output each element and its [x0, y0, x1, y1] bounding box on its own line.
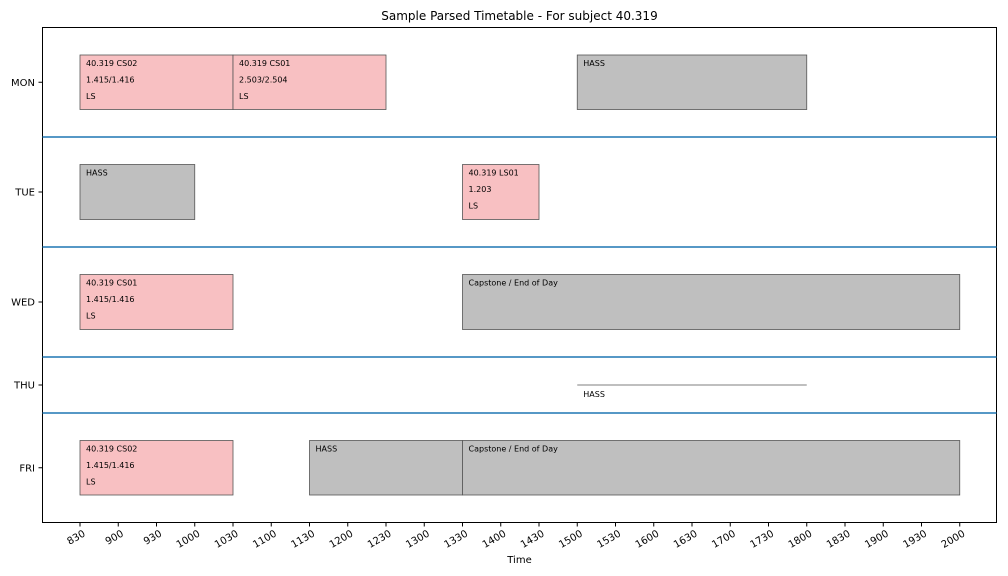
- event-mon-1500: HASS: [576, 54, 808, 110]
- x-tick-label: 1800: [787, 529, 815, 551]
- x-tick-label: 1700: [710, 529, 738, 551]
- event-text: 40.319 CS02: [86, 445, 137, 454]
- event-block: [232, 54, 387, 110]
- event-block: [576, 54, 808, 110]
- x-tick-label: 1400: [481, 529, 509, 551]
- event-text: 1.415/1.416: [86, 295, 135, 304]
- x-tick-label: 1930: [901, 529, 929, 551]
- event-fri-1130: HASS: [309, 440, 463, 496]
- event-text: 40.319 CS01: [86, 279, 137, 288]
- plot-frame: [42, 27, 997, 523]
- event-wed-1330: Capstone / End of Day: [462, 274, 961, 330]
- event-mon-1030: 40.319 CS01 2.503/2.504 LS: [232, 54, 387, 110]
- event-block: [462, 164, 540, 220]
- event-wed-0830: 40.319 CS01 1.415/1.416 LS: [79, 274, 234, 330]
- chart-title: Sample Parsed Timetable - For subject 40…: [381, 9, 657, 23]
- day-separators: [42, 136, 997, 414]
- x-tick-label: 1330: [442, 529, 470, 551]
- event-text: 1.203: [469, 185, 492, 194]
- event-thu-1500: HASS: [577, 384, 807, 399]
- event-text: LS: [239, 92, 249, 101]
- x-tick-label: 1530: [595, 529, 623, 551]
- x-axis-label: Time: [506, 555, 531, 566]
- day-label-wed: WED: [11, 298, 35, 309]
- event-text: HASS: [86, 169, 108, 178]
- event-text: 2.503/2.504: [239, 76, 288, 85]
- event-text: LS: [86, 312, 96, 321]
- x-tick-label: 1030: [213, 529, 241, 551]
- event-mon-0830: 40.319 CS02 1.415/1.416 LS: [79, 54, 234, 110]
- event-block: [79, 440, 234, 496]
- event-text: 40.319 CS02: [86, 59, 137, 68]
- event-blocks: 40.319 CS02 1.415/1.416 LS 40.319 CS01 2.503…: [79, 54, 961, 496]
- x-tick-label: 1300: [404, 529, 432, 551]
- x-tick-label: 2000: [940, 529, 968, 551]
- event-text: 1.415/1.416: [86, 76, 135, 85]
- event-block: [309, 440, 463, 496]
- day-label-mon: MON: [11, 78, 35, 89]
- event-block: [79, 164, 196, 220]
- event-block: [462, 440, 961, 496]
- x-tick-label: 830: [65, 529, 87, 548]
- event-tue-0830: HASS: [79, 164, 196, 220]
- event-text: HASS: [583, 59, 605, 68]
- event-text: Capstone / End of Day: [469, 279, 559, 288]
- event-text: Capstone / End of Day: [469, 445, 559, 454]
- x-tick-label: 1630: [672, 529, 700, 551]
- event-text: LS: [86, 478, 96, 487]
- x-tick-label: 1200: [328, 529, 356, 551]
- x-tick-label: 1900: [863, 529, 891, 551]
- x-tick-label: 1830: [825, 529, 853, 551]
- x-tick-label: 1100: [251, 529, 279, 551]
- x-tick-label: 930: [142, 529, 164, 548]
- day-label-thu: THU: [13, 381, 35, 392]
- x-tick-label: 1730: [748, 529, 776, 551]
- x-tick-label: 900: [104, 529, 126, 548]
- event-text: 40.319 CS01: [239, 59, 290, 68]
- x-tick-label: 1500: [557, 529, 585, 551]
- x-tick-label: 1130: [289, 529, 317, 551]
- event-text: HASS: [583, 390, 605, 399]
- x-tick-label: 1430: [519, 529, 547, 551]
- event-fri-0830: 40.319 CS02 1.415/1.416 LS: [79, 440, 234, 496]
- x-tick-label: 1230: [366, 529, 394, 551]
- event-block: [462, 274, 961, 330]
- day-label-fri: FRI: [19, 463, 35, 474]
- x-tick-label: 1000: [175, 529, 203, 551]
- event-text: LS: [86, 92, 96, 101]
- event-text: HASS: [316, 445, 338, 454]
- event-block: [79, 274, 234, 330]
- day-label-tue: TUE: [14, 188, 35, 199]
- x-axis-ticks: 830 900 930 1000 1030 1100 1130 1200 1230 1300 133…: [65, 522, 968, 551]
- event-text: 40.319 LS01: [469, 169, 519, 178]
- event-tue-1330: 40.319 LS01 1.203 LS: [462, 164, 540, 220]
- x-tick-label: 1600: [634, 529, 662, 551]
- event-fri-1330: Capstone / End of Day: [462, 440, 961, 496]
- event-text: 1.415/1.416: [86, 461, 135, 470]
- day-labels: MON TUE WED THU FRI: [11, 78, 43, 474]
- event-block: [79, 54, 234, 110]
- event-text: LS: [469, 202, 479, 211]
